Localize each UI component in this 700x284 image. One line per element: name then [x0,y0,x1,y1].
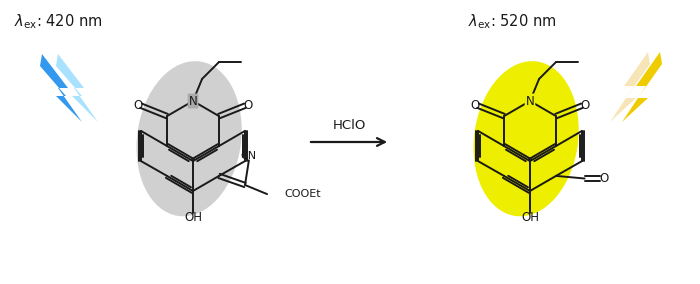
Text: O: O [244,99,253,112]
Text: CN: CN [241,151,257,161]
Text: OH: OH [184,210,202,224]
Text: N: N [526,95,534,108]
Ellipse shape [136,61,241,216]
Text: O: O [470,99,480,112]
Text: OH: OH [521,210,539,224]
Text: O: O [134,99,143,112]
Polygon shape [56,54,98,122]
Text: O: O [580,99,589,112]
Text: $\lambda_{\rm ex}$: 520 nm: $\lambda_{\rm ex}$: 520 nm [468,12,556,31]
Text: COOEt: COOEt [284,189,321,199]
Polygon shape [610,52,650,122]
Text: N: N [188,95,197,108]
Text: $\lambda_{\rm ex}$: 420 nm: $\lambda_{\rm ex}$: 420 nm [14,12,102,31]
Polygon shape [40,54,82,122]
Text: O: O [600,172,609,185]
Ellipse shape [473,61,579,216]
Polygon shape [622,52,662,122]
Text: HClO: HClO [332,119,365,132]
